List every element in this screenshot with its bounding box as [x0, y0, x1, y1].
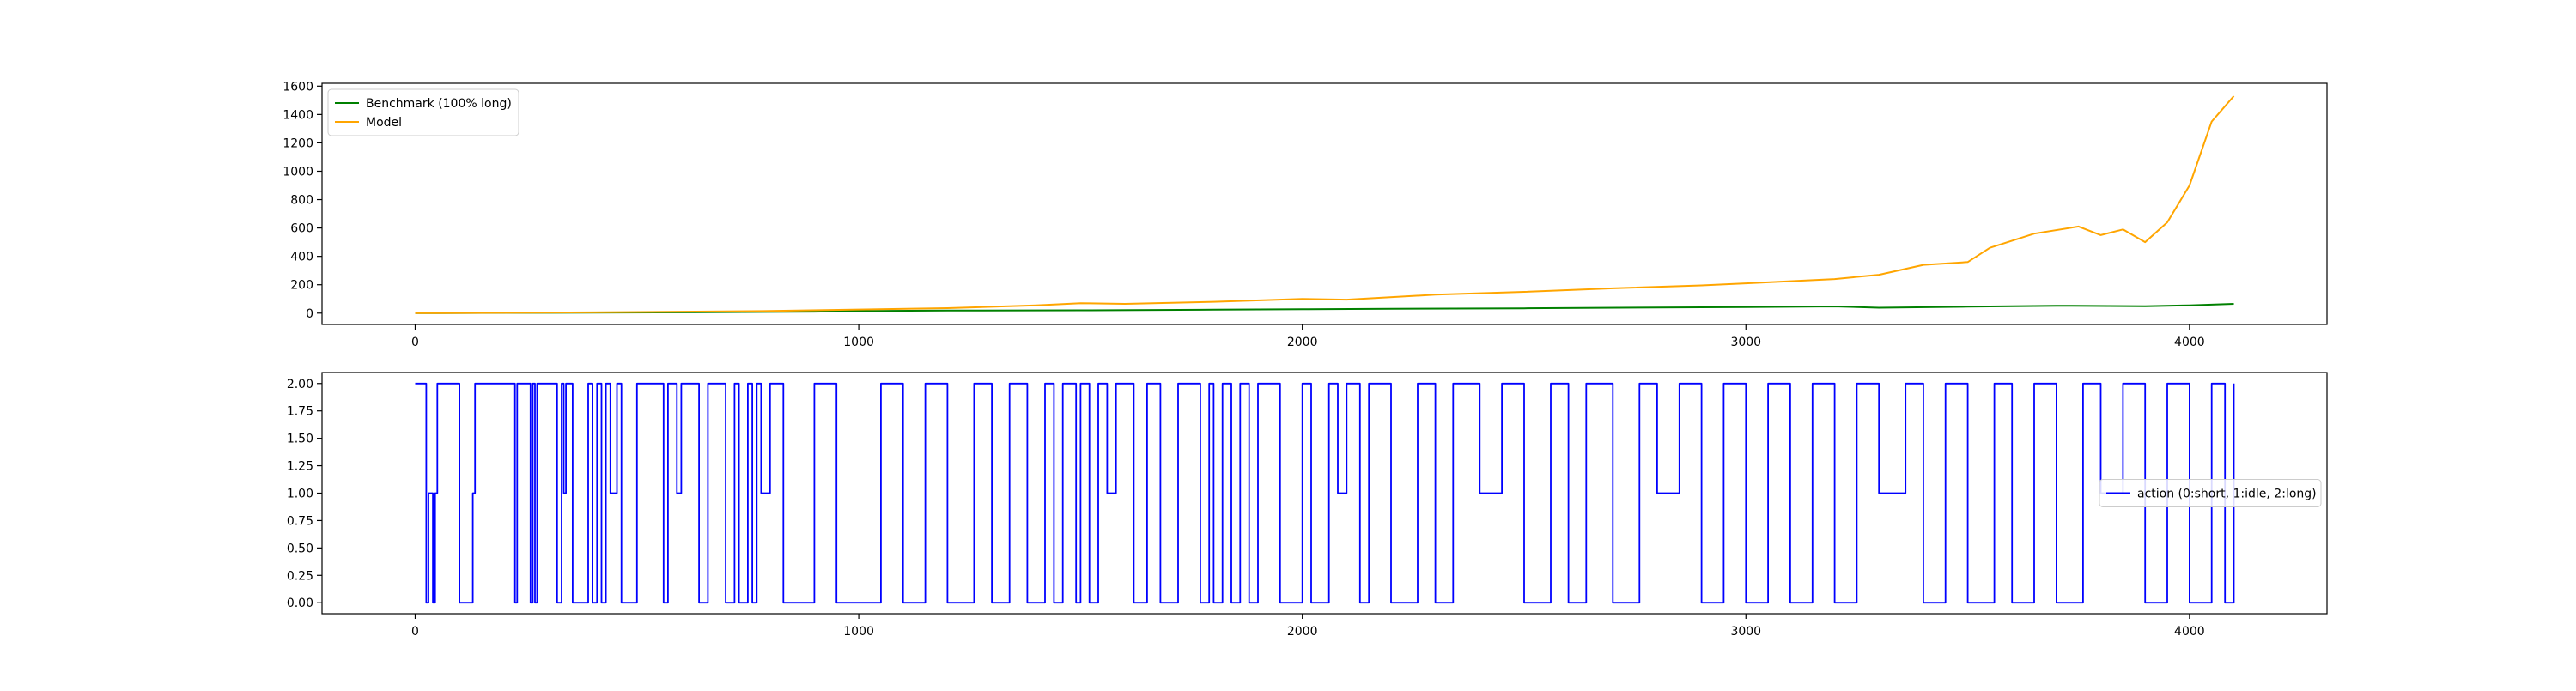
series-line-0 — [415, 303, 2234, 314]
series-line-0 — [415, 382, 2235, 604]
series-line-1 — [415, 95, 2235, 314]
legend: Benchmark (100% long) Model — [327, 88, 519, 136]
y-tick-label: 800 — [290, 194, 313, 208]
y-tick-label: 1600 — [283, 80, 313, 94]
y-tick-label: 2.00 — [287, 378, 313, 391]
y-tick-label: 1.00 — [287, 488, 313, 501]
y-tick-label: 1200 — [283, 136, 313, 150]
y-tick-label: 400 — [290, 251, 313, 264]
x-tick-label: 3000 — [1730, 625, 1761, 639]
x-tick-label: 1000 — [843, 336, 874, 349]
x-tick-label: 0 — [411, 625, 419, 639]
y-tick-label: 1000 — [283, 165, 313, 179]
legend-label: action (0:short, 1:idle, 2:long) — [2137, 488, 2317, 501]
y-tick-label: 0.50 — [287, 542, 313, 555]
y-tick-label: 0.75 — [287, 514, 313, 528]
y-tick-label: 1.50 — [287, 433, 313, 446]
x-tick-label: 2000 — [1287, 336, 1318, 349]
bottom-subplot: 0 1000 2000 3000 4000 0.00 0.25 0.50 0.75 1.00 1.2… — [287, 372, 2328, 639]
axes-frame — [321, 82, 2328, 325]
legend-box — [327, 88, 519, 136]
x-tick-label: 2000 — [1287, 625, 1318, 639]
y-tick-label: 0.00 — [287, 597, 313, 610]
legend-label: Benchmark (100% long) — [366, 97, 512, 111]
x-tick-label: 1000 — [843, 625, 874, 639]
legend-label: Model — [366, 116, 402, 130]
legend: action (0:short, 1:idle, 2:long) — [2099, 479, 2322, 507]
y-tick-label: 0 — [306, 307, 313, 321]
x-tick-label: 3000 — [1730, 336, 1761, 349]
x-tick-label: 0 — [411, 336, 419, 349]
top-subplot: 0 1000 2000 3000 4000 0 200 400 600 800 1000 1200 14… — [283, 80, 2328, 349]
y-tick-label: 0.25 — [287, 569, 313, 583]
x-tick-label: 4000 — [2174, 336, 2205, 349]
y-tick-label: 1400 — [283, 108, 313, 122]
y-tick-label: 1.75 — [287, 405, 313, 419]
y-tick-label: 1.25 — [287, 460, 313, 474]
y-tick-label: 600 — [290, 222, 313, 236]
y-tick-label: 200 — [290, 279, 313, 293]
legend-box — [2099, 479, 2322, 507]
x-tick-label: 4000 — [2174, 625, 2205, 639]
